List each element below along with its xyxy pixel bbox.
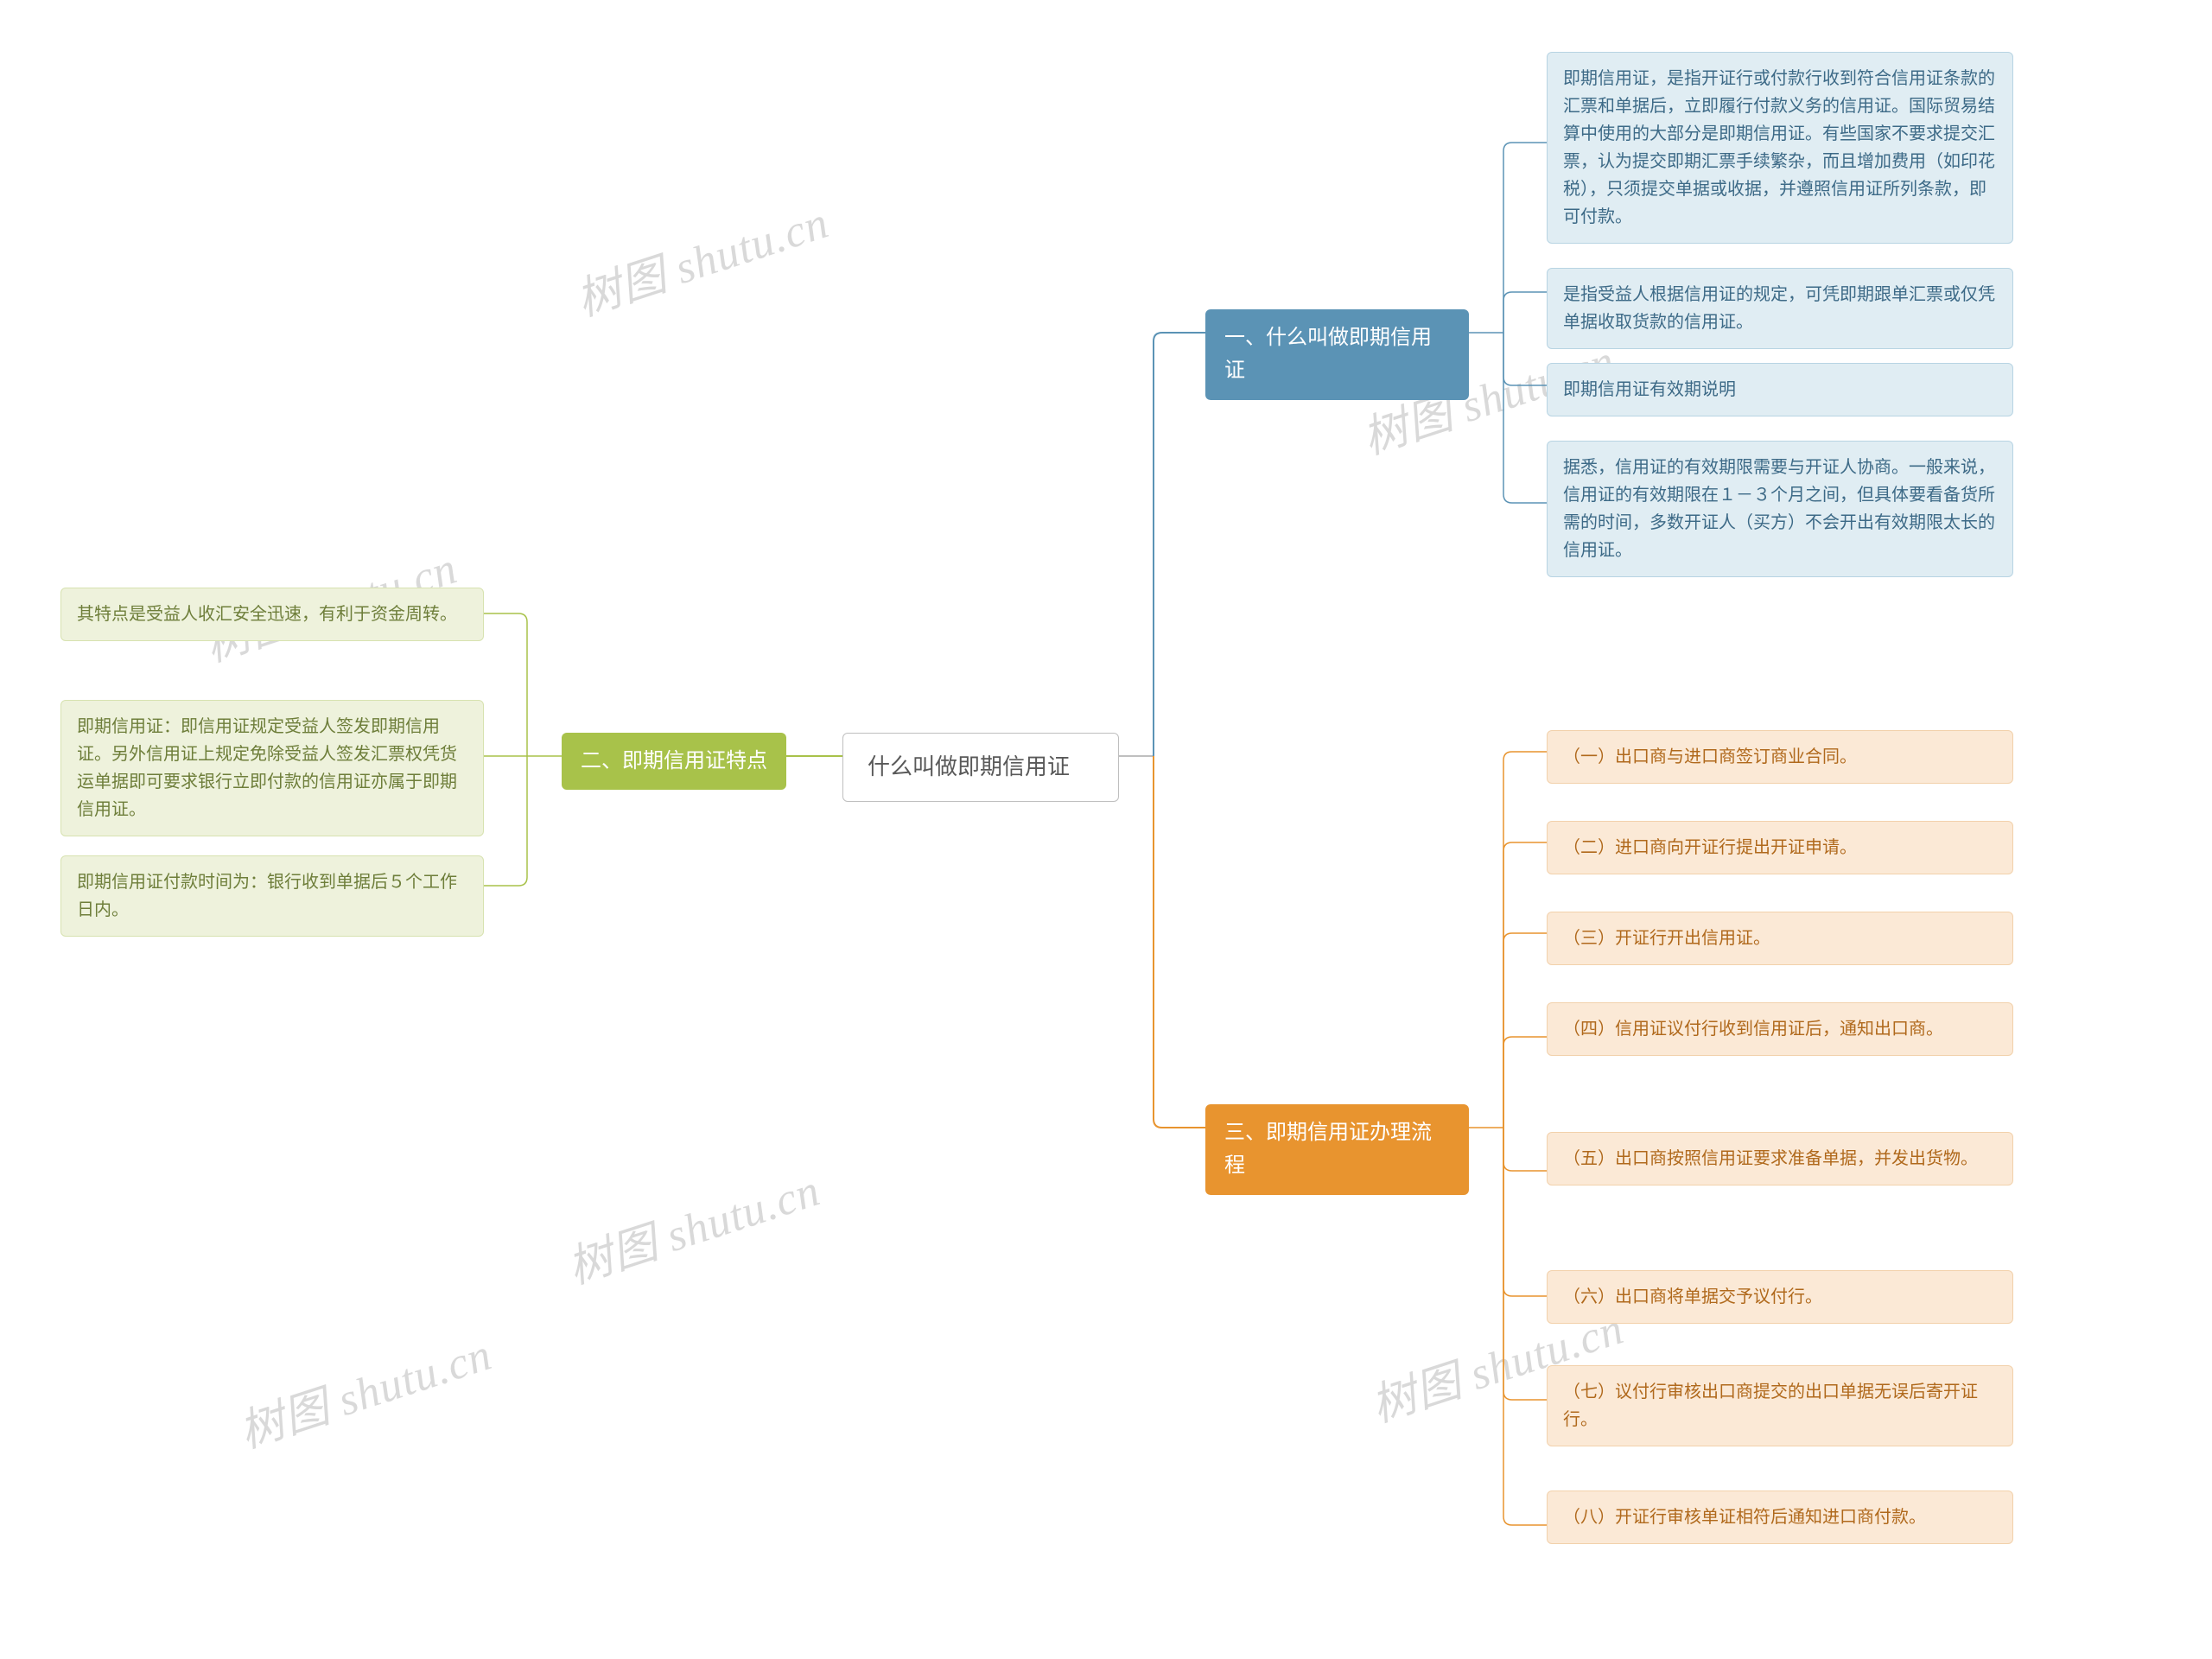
branch-3[interactable]: 三、即期信用证办理流程: [1205, 1104, 1469, 1195]
leaf-text: （七）议付行审核出口商提交的出口单据无误后寄开证行。: [1563, 1378, 1997, 1433]
leaf-text: 即期信用证付款时间为：银行收到单据后５个工作日内。: [77, 868, 467, 924]
branch-2[interactable]: 二、即期信用证特点: [562, 733, 786, 790]
leaf-b3-6[interactable]: （七）议付行审核出口商提交的出口单据无误后寄开证行。: [1547, 1365, 2013, 1446]
root-node[interactable]: 什么叫做即期信用证: [842, 733, 1119, 802]
leaf-text: （二）进口商向开证行提出开证申请。: [1563, 834, 1857, 861]
branch-1-label: 一、什么叫做即期信用证: [1224, 321, 1450, 388]
leaf-text: （六）出口商将单据交予议付行。: [1563, 1283, 1822, 1311]
leaf-text: 其特点是受益人收汇安全迅速，有利于资金周转。: [77, 601, 457, 628]
leaf-b3-1[interactable]: （二）进口商向开证行提出开证申请。: [1547, 821, 2013, 874]
branch-1[interactable]: 一、什么叫做即期信用证: [1205, 309, 1469, 400]
watermark: 树图 shutu.cn: [567, 186, 836, 328]
leaf-b3-0[interactable]: （一）出口商与进口商签订商业合同。: [1547, 730, 2013, 784]
leaf-b3-4[interactable]: （五）出口商按照信用证要求准备单据，并发出货物。: [1547, 1132, 2013, 1185]
leaf-b2-0[interactable]: 其特点是受益人收汇安全迅速，有利于资金周转。: [60, 588, 484, 641]
leaf-text: 即期信用证有效期说明: [1563, 376, 1736, 404]
root-label: 什么叫做即期信用证: [868, 749, 1070, 785]
leaf-text: （一）出口商与进口商签订商业合同。: [1563, 743, 1857, 771]
leaf-b3-2[interactable]: （三）开证行开出信用证。: [1547, 912, 2013, 965]
leaf-text: 是指受益人根据信用证的规定，可凭即期跟单汇票或仅凭单据收取货款的信用证。: [1563, 281, 1997, 336]
branch-3-label: 三、即期信用证办理流程: [1224, 1116, 1450, 1183]
leaf-text: （四）信用证议付行收到信用证后，通知出口商。: [1563, 1015, 1943, 1043]
leaf-b2-2[interactable]: 即期信用证付款时间为：银行收到单据后５个工作日内。: [60, 855, 484, 937]
leaf-text: 据悉，信用证的有效期限需要与开证人协商。一般来说，信用证的有效期限在１－３个月之…: [1563, 454, 1997, 564]
leaf-text: （五）出口商按照信用证要求准备单据，并发出货物。: [1563, 1145, 1978, 1173]
leaf-text: 即期信用证，是指开证行或付款行收到符合信用证条款的汇票和单据后，立即履行付款义务…: [1563, 65, 1997, 231]
leaf-b2-1[interactable]: 即期信用证：即信用证规定受益人签发即期信用证。另外信用证上规定免除受益人签发汇票…: [60, 700, 484, 836]
watermark: 树图 shutu.cn: [558, 1154, 827, 1296]
leaf-text: 即期信用证：即信用证规定受益人签发即期信用证。另外信用证上规定免除受益人签发汇票…: [77, 713, 467, 823]
leaf-b3-5[interactable]: （六）出口商将单据交予议付行。: [1547, 1270, 2013, 1324]
leaf-text: （八）开证行审核单证相符后通知进口商付款。: [1563, 1503, 1926, 1531]
leaf-b1-3[interactable]: 据悉，信用证的有效期限需要与开证人协商。一般来说，信用证的有效期限在１－３个月之…: [1547, 441, 2013, 577]
leaf-b3-3[interactable]: （四）信用证议付行收到信用证后，通知出口商。: [1547, 1002, 2013, 1056]
leaf-b1-0[interactable]: 即期信用证，是指开证行或付款行收到符合信用证条款的汇票和单据后，立即履行付款义务…: [1547, 52, 2013, 244]
leaf-b3-7[interactable]: （八）开证行审核单证相符后通知进口商付款。: [1547, 1491, 2013, 1544]
leaf-b1-2[interactable]: 即期信用证有效期说明: [1547, 363, 2013, 416]
leaf-b1-1[interactable]: 是指受益人根据信用证的规定，可凭即期跟单汇票或仅凭单据收取货款的信用证。: [1547, 268, 2013, 349]
watermark: 树图 shutu.cn: [230, 1318, 499, 1460]
leaf-text: （三）开证行开出信用证。: [1563, 925, 1770, 952]
branch-2-label: 二、即期信用证特点: [581, 745, 767, 778]
